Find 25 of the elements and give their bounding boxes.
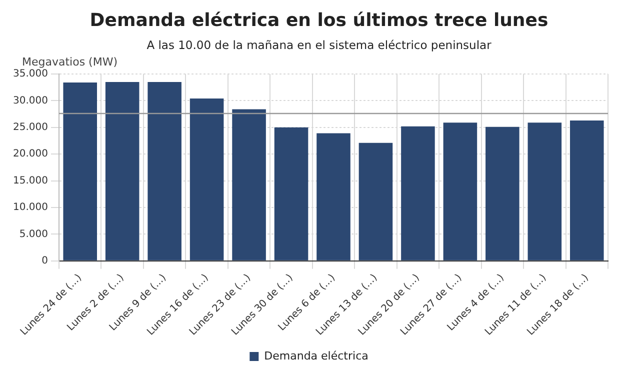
y-tick-label: 25.000	[12, 122, 48, 133]
y-tick-label: 15.000	[12, 175, 48, 186]
y-tick-label: 5.000	[19, 228, 48, 240]
bar	[148, 82, 182, 260]
bar	[358, 142, 393, 260]
bar	[274, 127, 308, 260]
bar	[190, 98, 224, 260]
bar	[105, 82, 140, 260]
bar	[528, 122, 562, 260]
bar	[316, 133, 350, 260]
bar	[401, 126, 435, 260]
y-tick-label: 0	[42, 255, 48, 266]
bar	[443, 122, 478, 260]
legend-label: Demanda eléctrica	[264, 349, 368, 362]
bar	[486, 126, 520, 260]
y-axis-title: Megavatios (MW)	[22, 55, 118, 68]
bar	[570, 120, 604, 260]
bar	[232, 109, 266, 260]
chart-subtitle: A las 10.00 de la mañana en el sistema eléctrico peninsular	[146, 38, 492, 52]
y-tick-label: 30.000	[12, 95, 48, 106]
y-tick-label: 35.000	[12, 68, 48, 80]
y-tick-label: 10.000	[12, 202, 48, 214]
chart-title: Demanda eléctrica en los últimos trece lunes	[88, 10, 550, 31]
y-tick-label: 20.000	[12, 148, 48, 160]
bar	[63, 82, 97, 260]
